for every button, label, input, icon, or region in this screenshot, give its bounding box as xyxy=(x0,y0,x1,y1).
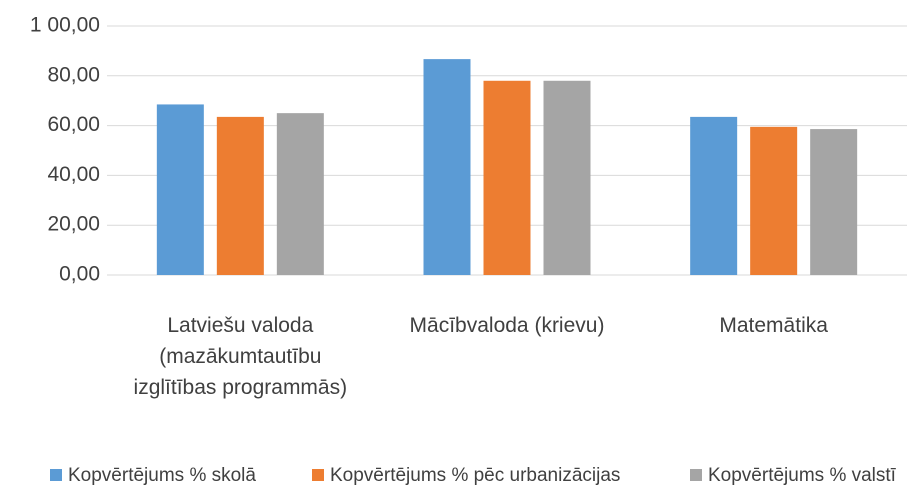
bar xyxy=(423,59,471,275)
legend-label: Kopvērtējums % skolā xyxy=(68,465,256,486)
y-tick-label: 0,00 xyxy=(59,263,100,286)
y-tick-label: 1 00,00 xyxy=(30,14,100,37)
legend-swatch xyxy=(690,469,702,481)
y-tick-label: 40,00 xyxy=(47,163,100,186)
x-tick-label: Matemātika xyxy=(719,314,828,337)
bar xyxy=(216,116,264,275)
legend-label: Kopvērtējums % valstī xyxy=(708,465,897,486)
bar xyxy=(156,104,204,275)
bar xyxy=(810,129,858,275)
bar xyxy=(690,116,738,275)
legend-swatch xyxy=(312,469,324,481)
y-tick-label: 20,00 xyxy=(47,213,100,236)
legend-label: Kopvērtējums % pēc urbanizācijas xyxy=(330,465,620,486)
bar xyxy=(543,80,591,275)
bar xyxy=(750,126,798,275)
bar xyxy=(276,113,324,276)
y-tick-label: 60,00 xyxy=(47,113,100,136)
x-tick-label: Latviešu valoda (mazākumtautību izglītīb… xyxy=(133,314,348,399)
bar xyxy=(483,80,531,275)
x-tick-label: Mācībvaloda (krievu) xyxy=(409,314,605,337)
legend-swatch xyxy=(50,469,62,481)
y-tick-label: 80,00 xyxy=(47,63,100,86)
